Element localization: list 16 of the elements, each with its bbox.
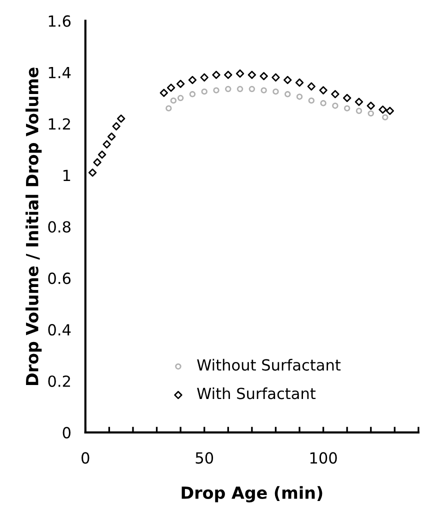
x-tick-label: 50 bbox=[196, 452, 214, 464]
y-tick-label: 0.4 bbox=[48, 324, 71, 336]
y-tick-label: 0.8 bbox=[48, 221, 70, 233]
y-tick-label: 1.6 bbox=[48, 15, 71, 27]
y-tick-label: 1.2 bbox=[48, 118, 70, 130]
y-tick-label: 0 bbox=[62, 426, 70, 438]
x-tick-label: 0 bbox=[82, 452, 90, 464]
y-tick-label: 0.6 bbox=[48, 272, 71, 284]
y-tick-label: 1 bbox=[63, 170, 70, 181]
legend-label: Without Surfactant bbox=[197, 358, 341, 371]
y-tick-label: 1.4 bbox=[48, 66, 71, 78]
y-tick-label: 0.2 bbox=[48, 375, 70, 388]
legend-label: With Surfactant bbox=[197, 387, 316, 400]
x-axis-title: Drop Age (min) bbox=[182, 486, 322, 502]
x-tick-label: 100 bbox=[310, 452, 337, 464]
y-axis-title: Drop Volume / Initial Drop Volume bbox=[26, 68, 42, 385]
